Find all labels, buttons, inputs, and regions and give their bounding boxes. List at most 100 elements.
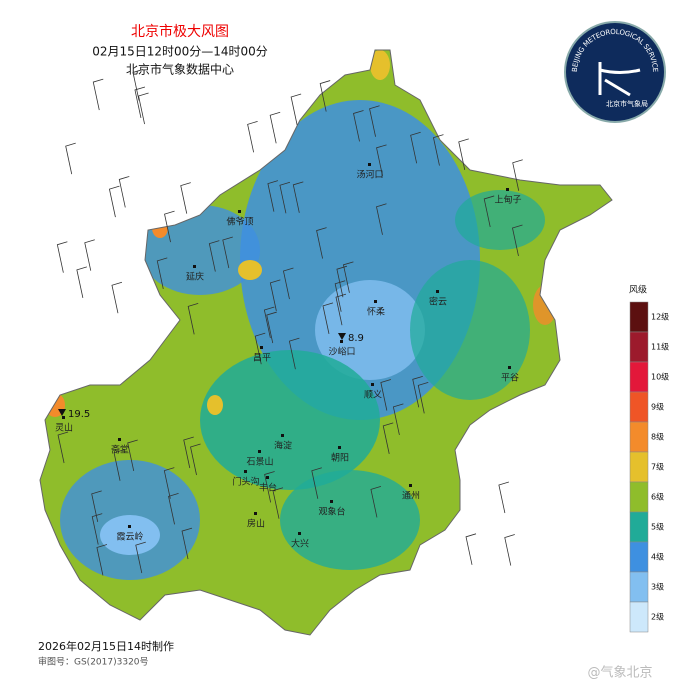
source: 北京市气象数据中心	[126, 62, 234, 77]
wind-barb	[458, 138, 469, 170]
wind-barb	[76, 266, 87, 298]
place-dot	[409, 484, 412, 487]
wind-barb	[370, 486, 382, 518]
place-dot	[508, 366, 511, 369]
place-label: 霞云岭	[116, 531, 143, 543]
wind-barb	[417, 381, 429, 414]
wind-barb	[264, 471, 275, 503]
place-dot	[62, 416, 65, 419]
wind-barb	[254, 332, 266, 365]
place-dot	[266, 476, 269, 479]
wind-barb	[208, 240, 220, 272]
place-label: 汤河口	[356, 169, 383, 181]
wind-barb	[57, 431, 69, 464]
station-value: 8.9	[348, 333, 364, 344]
place-label: 观象台	[318, 506, 345, 518]
legend-label: 2级	[651, 612, 664, 622]
legend-swatch	[629, 361, 649, 393]
place-dot	[254, 512, 257, 515]
place-dot	[436, 290, 439, 293]
place-label: 延庆	[186, 271, 204, 283]
legend-swatch	[629, 601, 649, 633]
wind-barb	[353, 110, 364, 142]
legend-swatch	[629, 481, 649, 513]
place-label: 密云	[429, 296, 447, 308]
legend-swatch	[629, 391, 649, 423]
wind-barb	[380, 379, 391, 411]
place-label: 丰台	[259, 482, 277, 494]
place-dot	[368, 163, 371, 166]
place-dot	[193, 265, 196, 268]
legend-label: 7级	[651, 462, 664, 472]
place-dot	[506, 188, 509, 191]
wind-barb	[382, 422, 394, 454]
wind-barb	[412, 375, 423, 408]
watermark: @气象北京	[587, 665, 652, 681]
wind-barb	[269, 279, 281, 311]
wind-barb	[288, 337, 300, 370]
place-dot	[338, 446, 341, 449]
place-dot	[118, 438, 121, 441]
legend-label: 8级	[651, 432, 664, 442]
wind-barb	[65, 142, 76, 175]
wind-barb	[410, 131, 421, 164]
place-label: 昌平	[253, 353, 271, 364]
place-label: 平谷	[501, 373, 519, 384]
legend-swatch	[629, 331, 649, 363]
wind-barb	[135, 541, 146, 574]
wind-barb	[282, 267, 294, 300]
legend-label: 9级	[651, 402, 664, 412]
place-dot	[281, 434, 284, 437]
wind-barb	[512, 224, 523, 257]
place-label: 顺义	[364, 390, 382, 401]
place-dot	[260, 346, 263, 349]
place-label: 石景山	[246, 457, 273, 468]
wind-barb	[92, 78, 104, 111]
wind-barb	[292, 181, 304, 213]
legend-swatch	[629, 541, 649, 573]
wind-barb	[269, 111, 281, 144]
place-dot	[258, 450, 261, 453]
legend-label: 6级	[651, 492, 664, 502]
wind-barb	[84, 239, 95, 271]
wind-barb	[138, 92, 149, 125]
wind-barb	[504, 534, 515, 566]
place-dot	[238, 210, 241, 213]
legend-swatch	[629, 571, 649, 603]
wind-barb	[335, 293, 347, 326]
wind-barb	[322, 302, 334, 334]
place-dot	[128, 525, 131, 528]
wind-barb	[108, 185, 120, 218]
logo-name: 北京市气象局	[606, 99, 648, 108]
wind-barb	[113, 449, 125, 481]
wind-barb	[266, 311, 277, 344]
wind-barb	[91, 513, 103, 545]
place-label: 沙峪口	[328, 347, 355, 358]
wind-barb	[134, 86, 146, 119]
place-dot	[330, 500, 333, 503]
wind-barb	[127, 439, 138, 472]
wind-barb	[279, 181, 291, 214]
place-label: 灵山	[55, 423, 73, 434]
wind-barb	[168, 492, 179, 525]
legend-swatch	[629, 421, 649, 453]
place-label: 上甸子	[494, 194, 521, 206]
wind-barb	[369, 105, 380, 137]
wind-barb	[311, 467, 322, 499]
wind-barb	[392, 403, 404, 435]
legend-label: 10级	[651, 372, 669, 382]
wind-barb	[512, 159, 523, 191]
legend-label: 11级	[651, 342, 669, 352]
wind-barb	[156, 257, 168, 289]
wind-barb	[376, 203, 387, 235]
wind-barb	[118, 176, 130, 208]
wind-barb	[498, 481, 510, 514]
legend-title: 风级	[629, 284, 647, 296]
place-dot	[374, 300, 377, 303]
wind-barb	[91, 490, 102, 522]
wind-barb	[111, 281, 123, 314]
wind-barb	[164, 210, 175, 243]
wind-barb	[181, 527, 193, 560]
place-label: 大兴	[291, 538, 309, 550]
